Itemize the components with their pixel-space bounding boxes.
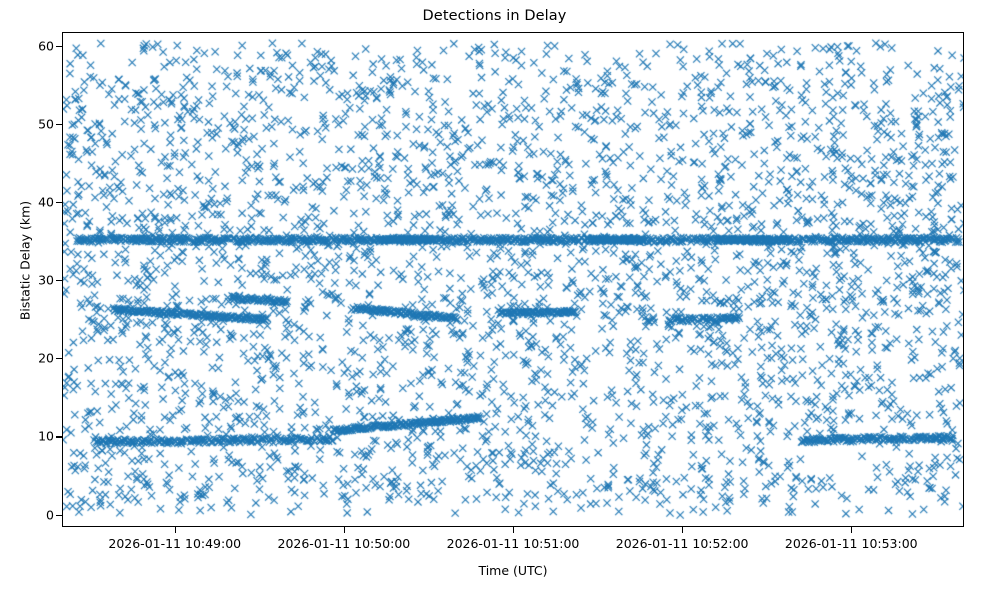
page-title: Detections in Delay: [422, 8, 567, 24]
x-tick-label: 2026-01-11 10:49:00: [108, 536, 242, 551]
scatter-plot-series: [63, 33, 963, 526]
x-tick-label: 2026-01-11 10:50:00: [277, 536, 411, 551]
y-tick-label: 30: [38, 272, 54, 288]
y-tick-label: 20: [38, 350, 54, 366]
plot-axes: [62, 32, 964, 527]
x-tick-mark: [174, 527, 176, 533]
x-axis-tick-marks: [62, 527, 964, 535]
x-tick-label: 2026-01-11 10:52:00: [615, 536, 749, 551]
y-tick-mark: [55, 358, 62, 360]
y-axis-tick-labels: 0 10 20 30 40 50 60: [0, 32, 54, 527]
x-tick-label: 2026-01-11 10:51:00: [446, 536, 580, 551]
y-tick-mark: [55, 436, 62, 438]
y-tick-mark: [55, 46, 62, 48]
y-tick-label: 40: [38, 194, 54, 210]
y-tick-mark: [55, 124, 62, 126]
y-tick-mark: [55, 280, 62, 282]
y-tick-mark: [55, 514, 62, 516]
x-tick-mark: [343, 527, 345, 533]
x-tick-mark: [851, 527, 853, 533]
x-axis-label: Time (UTC): [478, 563, 548, 578]
x-tick-mark: [682, 527, 684, 533]
x-tick-mark: [513, 527, 515, 533]
y-axis-tick-marks: [0, 32, 62, 527]
y-tick-label: 10: [38, 428, 54, 444]
x-axis-tick-labels: 2026-01-11 10:49:00 2026-01-11 10:50:00 20…: [62, 536, 964, 556]
y-tick-label: 60: [38, 38, 54, 54]
y-tick-label: 50: [38, 116, 54, 132]
y-axis-label: Bistatic Delay (km): [17, 200, 33, 321]
y-tick-label: 0: [46, 507, 54, 522]
x-tick-label: 2026-01-11 10:53:00: [784, 536, 918, 551]
y-tick-mark: [55, 202, 62, 204]
